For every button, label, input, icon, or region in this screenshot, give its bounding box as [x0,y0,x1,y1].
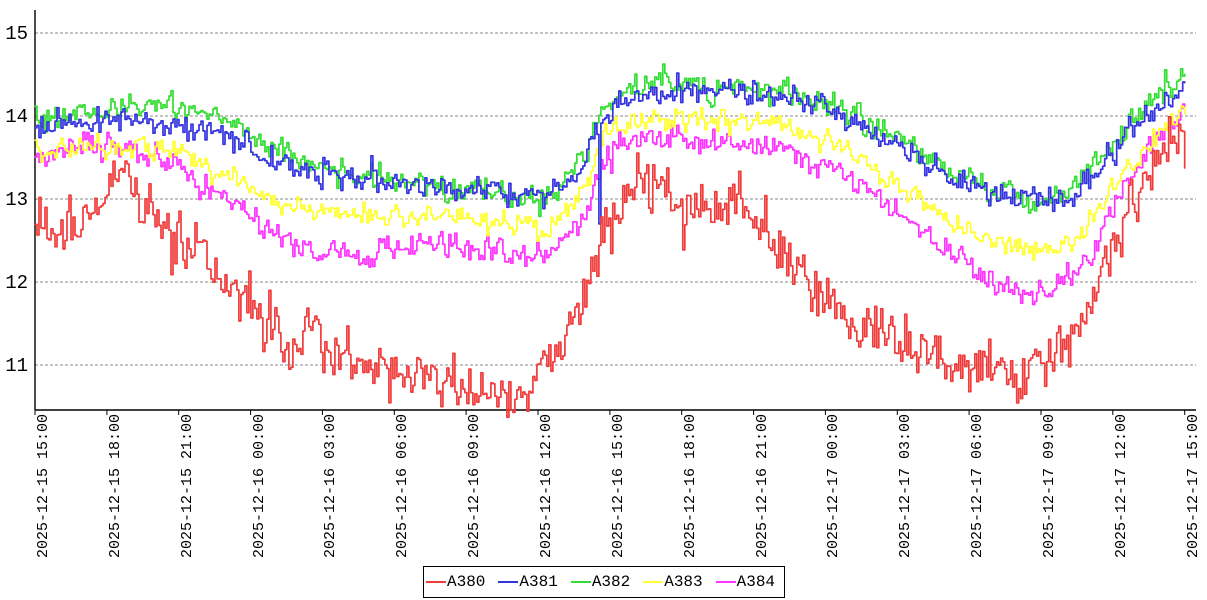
svg-text:14: 14 [5,106,28,128]
svg-text:13: 13 [5,189,28,211]
svg-text:15: 15 [5,23,28,45]
svg-text:12: 12 [5,272,28,294]
svg-text:11: 11 [5,355,28,377]
